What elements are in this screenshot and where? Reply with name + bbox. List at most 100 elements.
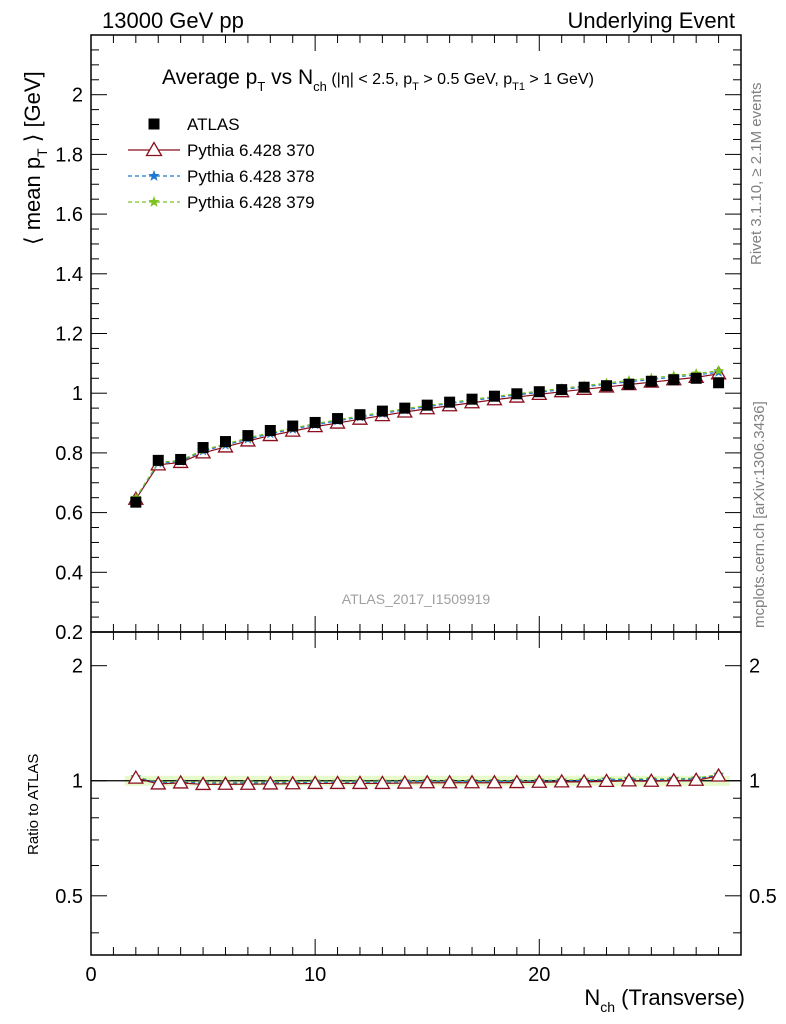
data-point (645, 375, 657, 387)
data-point (130, 496, 142, 508)
series-0 (130, 372, 725, 508)
header-left: 13000 GeV pp (102, 8, 244, 33)
ratio-point (284, 775, 301, 790)
ratio-y-tick-label: 1 (72, 771, 83, 793)
data-point (421, 399, 433, 411)
y-tick-label: 1.2 (55, 324, 83, 346)
main-title: Average pT vs Nch (|η| < 2.5, pT > 0.5 G… (162, 66, 594, 94)
legend-marker (145, 141, 163, 157)
ratio-point (710, 767, 727, 782)
y-tick-label: 2 (72, 85, 83, 107)
ratio-point (419, 774, 436, 789)
y-tick-label: 1.4 (55, 264, 83, 286)
ratio-point (486, 774, 503, 789)
ratio-point (239, 775, 257, 790)
ratio-point (598, 773, 615, 788)
header-right: Underlying Event (567, 8, 735, 33)
data-point (332, 413, 344, 425)
y-tick-label: 1 (72, 383, 83, 405)
data-point (690, 372, 702, 384)
data-point (152, 454, 164, 466)
main-plot-content (127, 365, 727, 508)
data-point (197, 442, 209, 454)
data-point (668, 374, 680, 386)
legend-item: Pythia 6.428 378 (128, 167, 315, 186)
ratio-point (217, 775, 234, 790)
data-point (511, 388, 523, 400)
data-point (713, 365, 724, 376)
y-tick-label: 0.6 (55, 503, 83, 525)
legend-marker (148, 118, 160, 130)
ratio-y-tick-label-right: 2 (749, 656, 760, 678)
data-point (713, 377, 725, 389)
ratio-point (351, 775, 369, 790)
ratio-point (620, 772, 638, 787)
x-tick-label: 0 (85, 964, 96, 986)
main-axis-ticks: 0.2 0.4 0.6 0.8 1 1.2 1.4 1.6 1.8 2 (55, 34, 741, 644)
y-tick-label: 0.2 (55, 622, 83, 644)
legend-item: ATLAS (148, 115, 240, 134)
series-line (135, 371, 719, 499)
ratio-point (553, 773, 570, 788)
series-1 (127, 365, 727, 505)
data-point (623, 378, 635, 390)
ratio-point (531, 773, 548, 788)
ratio-point (665, 772, 682, 787)
legend-label: Pythia 6.428 379 (187, 193, 315, 212)
y-tick-label: 1.6 (55, 204, 83, 226)
ratio-point (374, 775, 391, 790)
ratio-point (643, 772, 660, 787)
ratio-y-tick-label-right: 0.5 (749, 886, 777, 908)
data-point (175, 453, 187, 465)
data-point (309, 416, 321, 428)
data-point (287, 420, 299, 432)
ratio-y-axis-label: Ratio to ATLAS (25, 754, 42, 855)
legend-label: Pythia 6.428 378 (187, 167, 315, 186)
ratio-frame (90, 631, 742, 956)
data-point (399, 402, 411, 414)
legend-label: Pythia 6.428 370 (187, 141, 315, 160)
data-point (533, 386, 545, 398)
data-point (488, 390, 500, 402)
ratio-point (508, 774, 525, 789)
ratio-plot-content (91, 767, 741, 791)
ratio-point (127, 769, 144, 784)
series-3 (130, 365, 724, 503)
data-point (556, 384, 568, 396)
ratio-line (135, 773, 719, 784)
legend-item: Pythia 6.428 379 (128, 193, 315, 212)
ratio-axis-ticks: 0.5 0.51 12 20 10 20 (55, 632, 777, 986)
ratio-point (329, 775, 346, 790)
ratio-point (396, 774, 413, 789)
ratio-point (194, 776, 212, 791)
y-tick-label: 1.8 (55, 144, 83, 166)
ratio-point (172, 774, 189, 789)
x-tick-label: 20 (528, 964, 550, 986)
main-y-axis-label: ⟨ mean pT ⟩ [GeV] (20, 71, 50, 245)
x-axis-label: Nch (Transverse) (584, 985, 745, 1015)
legend-marker (148, 196, 160, 207)
ratio-point (150, 775, 167, 790)
ratio-line (135, 774, 719, 784)
legend-marker (148, 170, 160, 181)
data-point (444, 396, 456, 408)
data-point (376, 405, 388, 417)
mcplots-label: mcplots.cern.ch [arXiv:1306.3436] (751, 401, 768, 628)
rivet-label: Rivet 3.1.10, ≥ 2.1M events (748, 83, 765, 266)
ratio-y-tick-label: 2 (72, 656, 83, 678)
y-tick-label: 0.8 (55, 443, 83, 465)
analysis-watermark: ATLAS_2017_I1509919 (342, 591, 491, 607)
ratio-point (262, 775, 279, 790)
x-tick-label: 10 (304, 964, 326, 986)
ratio-series-0 (127, 767, 727, 791)
legend-label: ATLAS (187, 115, 240, 134)
ratio-point (463, 774, 481, 789)
data-point (242, 430, 254, 442)
ratio-point (575, 773, 593, 788)
data-point (354, 409, 366, 421)
ratio-point (307, 775, 324, 790)
data-point (466, 393, 478, 405)
ratio-y-tick-label: 0.5 (55, 886, 83, 908)
ratio-point (441, 774, 458, 789)
